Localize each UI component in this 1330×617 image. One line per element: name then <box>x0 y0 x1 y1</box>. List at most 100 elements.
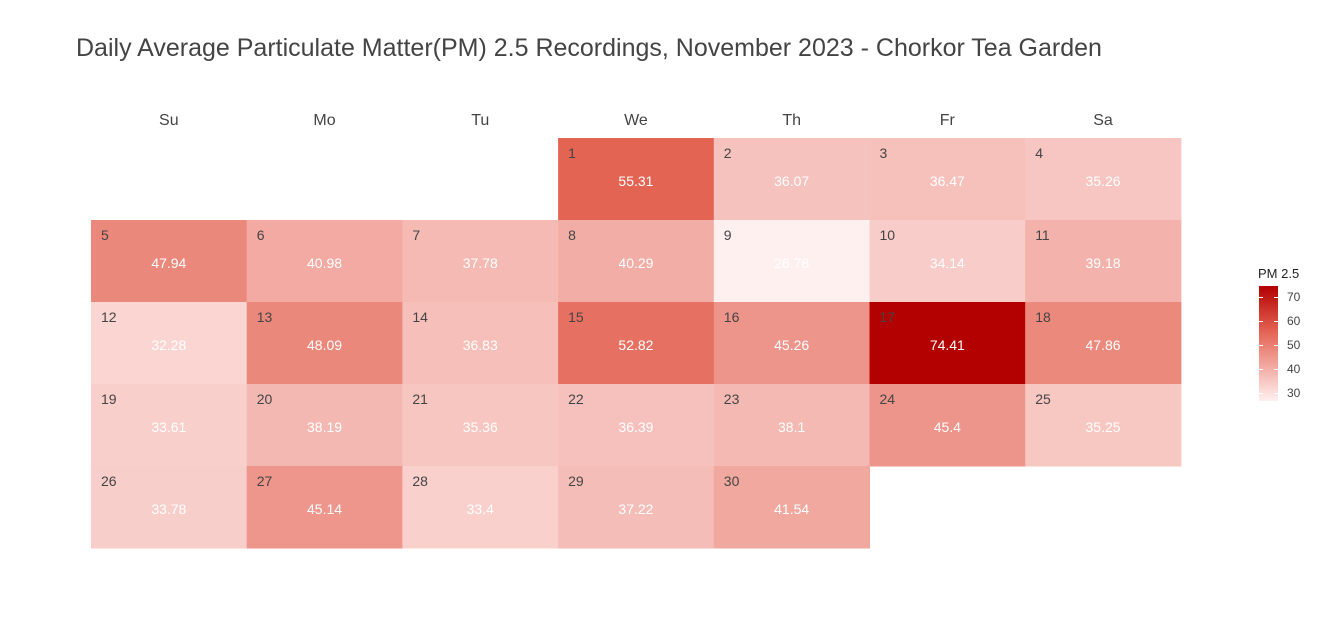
legend-tick-label: 30 <box>1287 386 1301 401</box>
legend-tick-mark <box>1259 393 1263 395</box>
day-value-label: 37.78 <box>463 255 498 271</box>
day-value-label: 33.78 <box>151 501 186 517</box>
day-number: 9 <box>724 227 732 243</box>
day-value-label: 36.83 <box>463 337 498 353</box>
day-number: 28 <box>412 473 428 489</box>
day-cell <box>402 466 559 549</box>
day-value-label: 40.98 <box>307 255 342 271</box>
legend-tick-label: 60 <box>1287 313 1301 328</box>
day-value-label: 52.82 <box>618 337 653 353</box>
day-value-label: 47.94 <box>151 255 186 271</box>
day-value-label: 33.61 <box>151 419 186 435</box>
day-number: 24 <box>880 391 896 407</box>
day-value-label: 45.4 <box>934 419 961 435</box>
day-value-label: 40.29 <box>618 255 653 271</box>
legend-tick-mark <box>1274 344 1278 346</box>
chart-title: Daily Average Particulate Matter(PM) 2.5… <box>76 34 1102 62</box>
day-cell <box>402 220 559 303</box>
day-value-label: 32.28 <box>151 337 186 353</box>
day-value-label: 36.47 <box>930 173 965 189</box>
day-cell <box>869 302 1026 385</box>
weekday-label: We <box>624 112 648 129</box>
weekday-label: Fr <box>940 112 956 129</box>
day-cell <box>1025 138 1182 221</box>
day-number: 12 <box>101 309 117 325</box>
day-value-label: 33.4 <box>467 501 494 517</box>
day-number: 30 <box>724 473 740 489</box>
weekday-label: Th <box>782 112 801 129</box>
legend-tick-label: 70 <box>1287 289 1301 304</box>
day-value-label: 41.54 <box>774 501 809 517</box>
day-value-label: 38.1 <box>778 419 805 435</box>
day-number: 3 <box>880 145 888 161</box>
day-cell <box>558 220 715 303</box>
day-value-label: 36.39 <box>618 419 653 435</box>
day-number: 29 <box>568 473 584 489</box>
day-value-label: 35.25 <box>1086 419 1121 435</box>
day-value-label: 45.26 <box>774 337 809 353</box>
day-number: 8 <box>568 227 576 243</box>
day-value-label: 48.09 <box>307 337 342 353</box>
weekday-label: Sa <box>1093 112 1113 129</box>
day-cell <box>246 302 403 385</box>
day-cell <box>713 138 870 221</box>
day-value-label: 39.18 <box>1086 255 1121 271</box>
day-number: 7 <box>412 227 420 243</box>
weekday-label: Mo <box>313 112 335 129</box>
day-cell <box>713 384 870 467</box>
day-value-label: 74.41 <box>930 337 965 353</box>
day-number: 21 <box>412 391 428 407</box>
day-number: 25 <box>1035 391 1051 407</box>
weekday-label: Su <box>159 112 179 129</box>
day-number: 23 <box>724 391 740 407</box>
day-cell <box>91 384 248 467</box>
day-number: 19 <box>101 391 117 407</box>
day-value-label: 45.14 <box>307 501 342 517</box>
legend-tick-mark <box>1259 369 1263 371</box>
weekday-label: Tu <box>471 112 489 129</box>
day-value-label: 55.31 <box>618 173 653 189</box>
day-cell <box>558 466 715 549</box>
day-cell <box>246 220 403 303</box>
day-cell <box>1025 302 1182 385</box>
day-number: 2 <box>724 145 732 161</box>
day-number: 4 <box>1035 145 1043 161</box>
day-number: 1 <box>568 145 576 161</box>
day-number: 15 <box>568 309 584 325</box>
legend-tick-mark <box>1259 344 1263 346</box>
day-number: 13 <box>257 309 273 325</box>
day-cell <box>713 302 870 385</box>
day-number: 14 <box>412 309 428 325</box>
day-number: 5 <box>101 227 109 243</box>
day-number: 27 <box>257 473 273 489</box>
day-cell <box>402 302 559 385</box>
legend-tick-mark <box>1259 320 1263 322</box>
day-cell <box>558 138 715 221</box>
day-cell <box>558 384 715 467</box>
day-number: 11 <box>1035 227 1050 243</box>
day-value-label: 47.86 <box>1086 337 1121 353</box>
day-cell <box>1025 384 1182 467</box>
day-number: 17 <box>880 309 896 325</box>
day-number: 22 <box>568 391 584 407</box>
day-cell <box>91 466 248 549</box>
day-number: 26 <box>101 473 117 489</box>
legend-tick-mark <box>1274 369 1278 371</box>
day-cell <box>713 220 870 303</box>
day-cell <box>402 384 559 467</box>
legend-tick-mark <box>1259 296 1263 298</box>
day-value-label: 35.36 <box>463 419 498 435</box>
day-cell <box>869 138 1026 221</box>
day-cell <box>246 384 403 467</box>
day-number: 20 <box>257 391 273 407</box>
day-value-label: 35.26 <box>1086 173 1121 189</box>
day-cell <box>558 302 715 385</box>
legend-tick-mark <box>1274 296 1278 298</box>
day-cell <box>91 220 248 303</box>
day-number: 6 <box>257 227 265 243</box>
day-number: 10 <box>880 227 896 243</box>
day-number: 16 <box>724 309 740 325</box>
day-cell <box>869 384 1026 467</box>
day-cell <box>869 220 1026 303</box>
